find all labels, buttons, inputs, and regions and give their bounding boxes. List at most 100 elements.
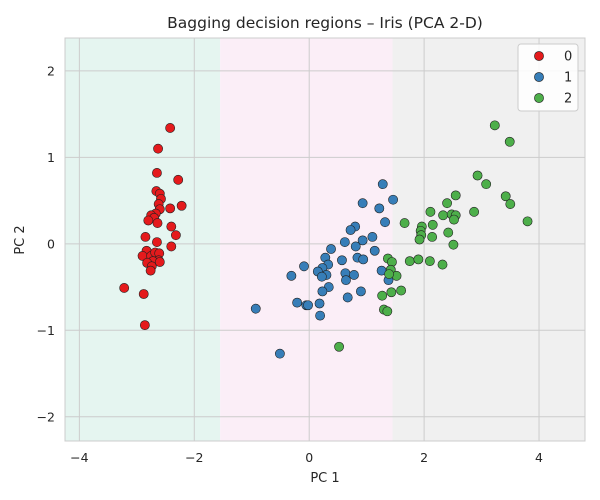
point-class-2 — [449, 214, 459, 225]
point-class-2 — [504, 136, 515, 147]
point-class-0 — [170, 230, 181, 241]
point-class-2 — [413, 254, 424, 265]
y-tick-label: −2 — [37, 409, 55, 424]
y-tick-label: 0 — [47, 236, 55, 251]
point-class-1 — [339, 237, 350, 247]
point-class-2 — [522, 216, 533, 227]
point-class-2 — [399, 218, 410, 228]
x-tick-label: −2 — [185, 450, 203, 465]
point-class-0 — [140, 232, 151, 242]
point-class-2 — [500, 191, 511, 202]
legend-box — [517, 43, 579, 112]
legend: 0 1 2 — [517, 43, 579, 112]
point-class-0 — [152, 168, 162, 178]
y-tick-label: −1 — [37, 323, 55, 338]
points — [119, 120, 533, 359]
point-class-2 — [437, 259, 448, 270]
point-class-0 — [166, 221, 177, 232]
y-tick-label: 2 — [47, 63, 55, 78]
legend-marker-1 — [534, 72, 544, 82]
point-class-2 — [425, 206, 436, 217]
legend-label-0: 0 — [564, 50, 572, 65]
x-tick-label: 0 — [305, 450, 313, 465]
point-class-1 — [317, 286, 328, 297]
point-class-1 — [342, 292, 353, 303]
x-axis-label: PC 1 — [310, 471, 339, 486]
point-class-2 — [489, 120, 500, 131]
point-class-1 — [250, 303, 261, 314]
point-class-2 — [424, 256, 435, 267]
point-class-1 — [315, 310, 326, 321]
x-tick-label: −4 — [70, 450, 88, 465]
point-class-2 — [427, 232, 438, 242]
point-class-0 — [152, 237, 162, 247]
point-class-0 — [153, 143, 163, 154]
point-class-1 — [292, 297, 303, 308]
x-tick-label: 2 — [420, 450, 428, 465]
legend-marker-2 — [534, 93, 544, 103]
point-class-0 — [139, 320, 150, 331]
point-class-1 — [350, 241, 361, 252]
point-class-1 — [326, 244, 336, 254]
point-class-1 — [303, 300, 313, 311]
point-class-1 — [357, 235, 368, 246]
point-class-0 — [152, 218, 163, 228]
point-class-1 — [274, 348, 285, 359]
point-class-0 — [138, 289, 149, 299]
point-class-1 — [377, 179, 388, 190]
point-class-2 — [469, 206, 480, 217]
point-class-1 — [345, 225, 356, 235]
legend-label-2: 2 — [564, 92, 572, 107]
point-class-1 — [369, 245, 380, 256]
point-class-2 — [396, 285, 407, 296]
point-class-0 — [166, 241, 177, 252]
point-class-2 — [442, 198, 452, 209]
point-class-1 — [380, 217, 390, 228]
point-class-0 — [173, 174, 184, 185]
point-class-2 — [443, 227, 454, 238]
point-class-2 — [472, 170, 483, 181]
point-class-1 — [367, 232, 378, 242]
point-class-2 — [334, 341, 344, 352]
point-class-0 — [143, 215, 154, 226]
point-class-2 — [481, 179, 492, 190]
point-class-2 — [505, 199, 516, 209]
point-class-2 — [384, 269, 394, 279]
legend-label-1: 1 — [564, 71, 572, 86]
point-class-1 — [341, 275, 351, 286]
point-class-1 — [299, 261, 309, 272]
point-class-2 — [448, 239, 459, 250]
point-class-1 — [357, 198, 368, 209]
point-class-1 — [374, 203, 385, 214]
point-class-2 — [450, 190, 461, 201]
point-class-1 — [316, 271, 327, 282]
y-ticks: −2 −1 0 1 2 — [37, 63, 55, 424]
x-ticks: −4 −2 0 2 4 — [70, 450, 543, 465]
point-class-1 — [286, 270, 297, 281]
point-class-0 — [165, 203, 176, 214]
point-class-0 — [145, 265, 156, 276]
point-class-0 — [119, 283, 130, 293]
point-class-2 — [382, 306, 393, 317]
x-tick-label: 4 — [535, 450, 543, 465]
plot-frame — [64, 37, 586, 442]
point-class-0 — [154, 257, 165, 267]
point-class-1 — [314, 298, 325, 309]
point-class-1 — [356, 286, 366, 297]
y-tick-label: 1 — [47, 150, 55, 165]
legend-marker-0 — [534, 51, 544, 61]
point-class-2 — [386, 287, 397, 298]
point-class-2 — [427, 219, 438, 230]
point-class-2 — [404, 256, 415, 267]
point-class-2 — [377, 290, 388, 301]
point-class-2 — [414, 234, 425, 245]
point-class-1 — [388, 194, 398, 205]
y-axis-label: PC 2 — [13, 225, 28, 254]
point-class-0 — [176, 200, 187, 211]
point-class-0 — [165, 123, 176, 133]
point-class-1 — [358, 254, 369, 265]
point-class-1 — [349, 270, 359, 280]
point-class-2 — [438, 210, 448, 221]
chart-title: Bagging decision regions – Iris (PCA 2-D… — [167, 14, 483, 32]
